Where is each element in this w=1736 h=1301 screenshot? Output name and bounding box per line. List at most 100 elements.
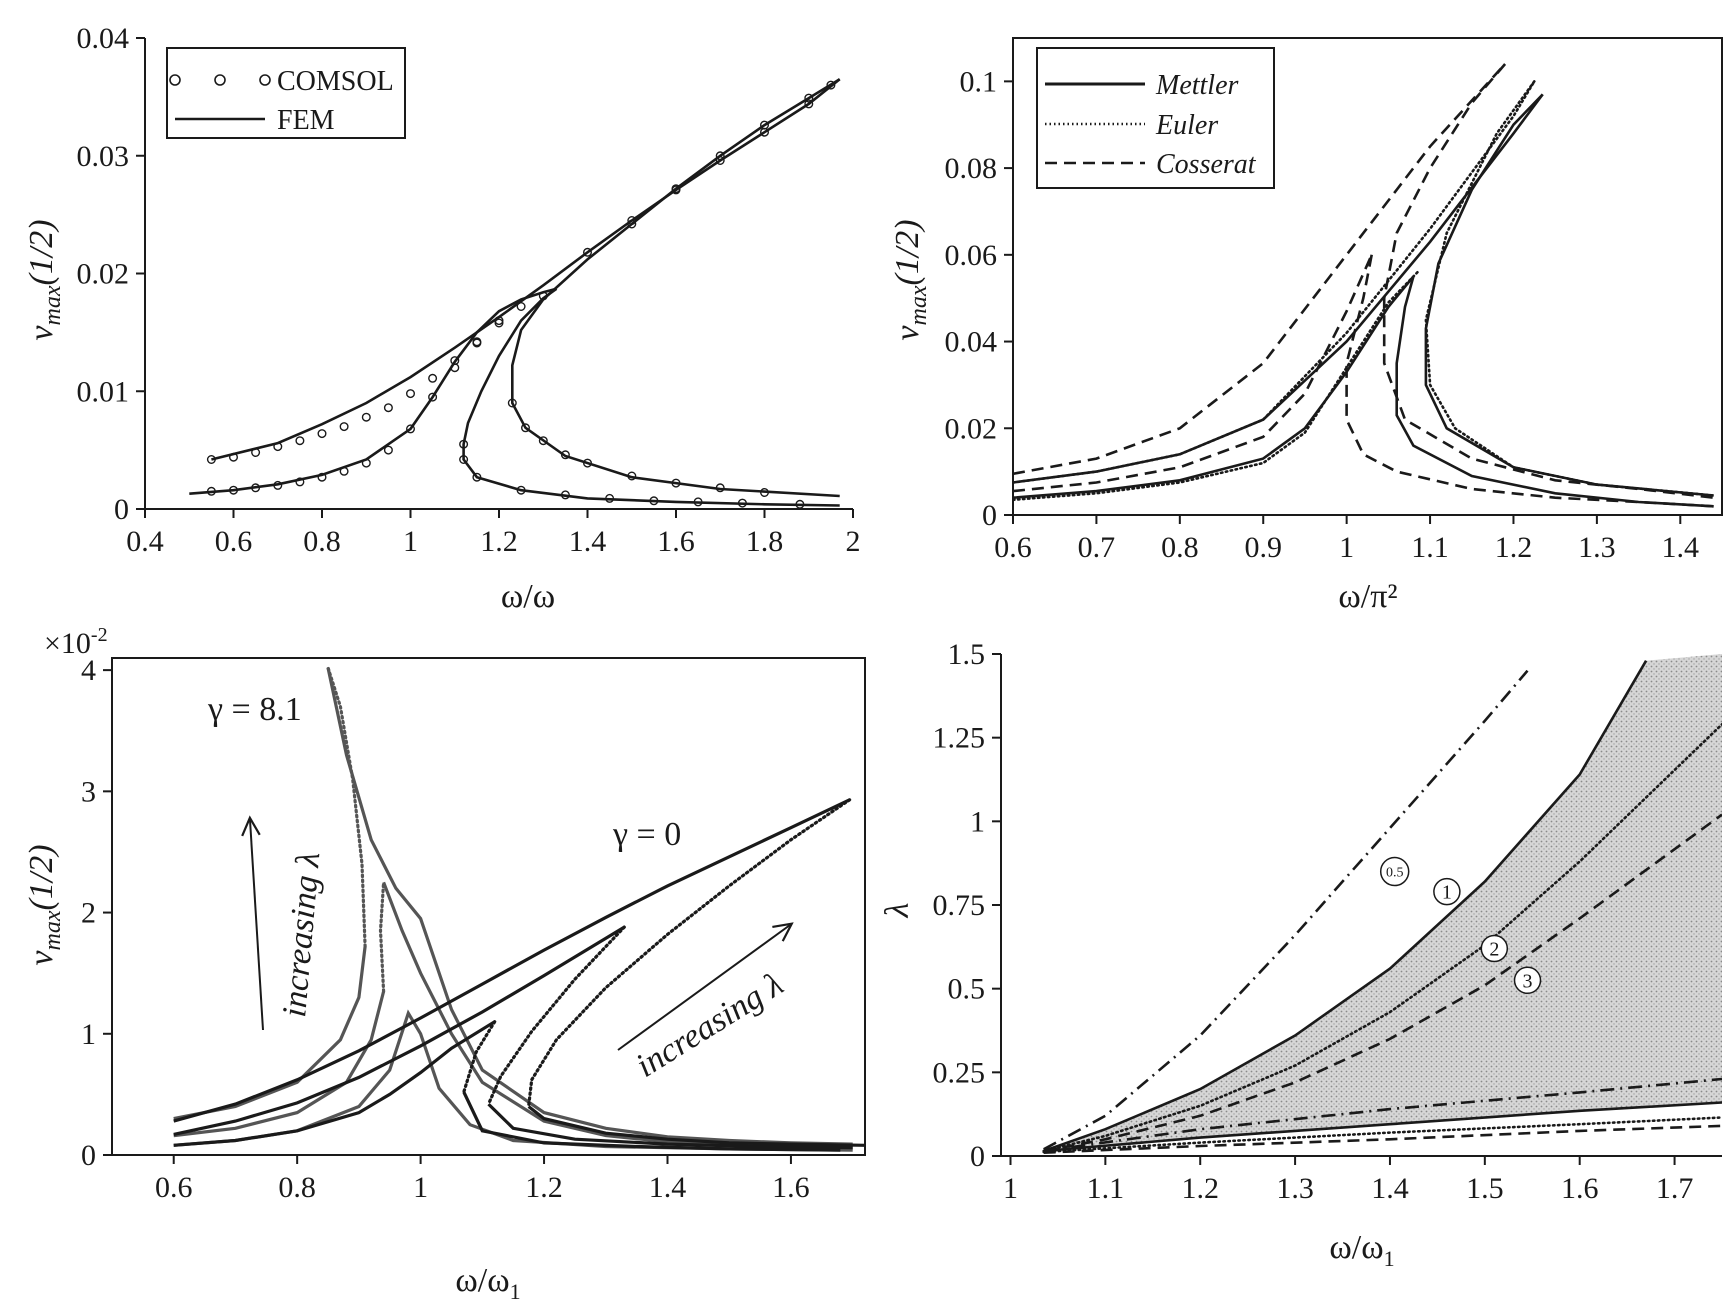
p2-series-8 xyxy=(1345,254,1714,508)
p1-comsol-marker-47 xyxy=(715,483,725,493)
p1-series-1 xyxy=(462,287,840,507)
p4-xlabel-main: ω/ω xyxy=(1329,1229,1383,1266)
p1-xtick-label-7: 1.8 xyxy=(746,525,784,558)
p3-series-10 xyxy=(173,925,626,1136)
p2-series-6 xyxy=(1424,80,1715,497)
p1-ytick-label-0: 0 xyxy=(114,493,129,526)
p1-comsol-marker-24 xyxy=(428,392,438,402)
p1-ylabel: vmax(1/2) xyxy=(23,219,66,340)
p1-comsol-marker-45 xyxy=(627,471,637,481)
p4-ytick-label-2: 0.5 xyxy=(948,973,986,1006)
p3-series-8 xyxy=(527,798,852,1109)
p3-ytick-label-2: 2 xyxy=(81,897,96,930)
p1-comsol-marker-16 xyxy=(251,483,261,493)
p1-comsol-marker-19 xyxy=(317,472,327,482)
p3-ytick-label-1: 1 xyxy=(81,1018,96,1051)
p2-ytick-label-4: 0.08 xyxy=(945,152,998,185)
p2-series-0 xyxy=(1013,275,1415,499)
p3-axes-frame xyxy=(111,657,866,1156)
p2-ytick-label-5: 0.1 xyxy=(960,65,998,98)
panel-bottom-right: ω/ω1 λ xyxy=(879,903,1395,1271)
p4-ytick-label-6: 1.5 xyxy=(948,638,986,671)
p3-ytick-label-4: 4 xyxy=(81,654,96,687)
p2-axes-frame xyxy=(1012,37,1723,516)
p1-comsol-marker-51 xyxy=(715,151,725,161)
p1-ytick-label-4: 0.04 xyxy=(77,22,130,55)
p1-comsol-marker-25 xyxy=(450,363,460,373)
p4-xtick-label-2: 1.2 xyxy=(1181,1172,1219,1205)
p3-arrow-right xyxy=(617,925,790,1051)
p1-comsol-marker-1 xyxy=(228,452,238,462)
p3-series-1 xyxy=(326,666,367,949)
p3-series-13 xyxy=(173,1020,496,1147)
p1-comsol-marker-15 xyxy=(228,485,238,495)
p4-xtick-label-0: 1 xyxy=(1003,1172,1018,1205)
p3-series-0 xyxy=(173,946,367,1121)
p3-xtick-label-3: 1.2 xyxy=(525,1171,563,1204)
p4-xtick-label-6: 1.6 xyxy=(1561,1172,1599,1205)
p3-series-14 xyxy=(462,1020,497,1094)
p4-series-1 xyxy=(1043,660,1648,1153)
p4-ytick-label-0: 0 xyxy=(970,1140,985,1173)
p1-xtick-label-5: 1.4 xyxy=(569,525,607,558)
p2-series-1 xyxy=(1395,276,1714,508)
p4-ytick-label-1: 0.25 xyxy=(933,1056,986,1089)
p2-legend-mettler-label: Mettler xyxy=(1155,70,1239,101)
p1-comsol-marker-42 xyxy=(538,436,548,446)
p3-xtick-label-1: 0.8 xyxy=(278,1171,316,1204)
p3-ylabel-main: v xyxy=(23,950,60,966)
p1-comsol-marker-26 xyxy=(472,337,482,347)
p4-curve-label-badge-2 xyxy=(1480,934,1509,963)
p2-xtick-label-3: 0.9 xyxy=(1244,531,1282,564)
p4-xlabel: ω/ω1 xyxy=(1329,1229,1394,1271)
p2-series-5 xyxy=(1013,80,1536,484)
p1-comsol-marker-28 xyxy=(516,302,526,312)
p4-series-6 xyxy=(1042,1116,1722,1154)
p1-comsol-marker-17 xyxy=(273,480,283,490)
p3-series-12 xyxy=(487,1102,853,1150)
p4-curve-label-1: 1 xyxy=(1442,882,1452,904)
p1-comsol-marker-34 xyxy=(560,490,570,500)
p1-ytick-label-2: 0.02 xyxy=(77,258,130,291)
p1-ytick-label-3: 0.03 xyxy=(77,140,130,173)
p1-comsol-marker-43 xyxy=(560,450,570,460)
p1-comsol-marker-48 xyxy=(760,488,770,498)
p4-ytick-label-5: 1.25 xyxy=(933,722,986,755)
p1-comsol-marker-0 xyxy=(206,455,216,465)
p1-legend-fem-label: FEM xyxy=(277,105,335,136)
p1-comsol-marker-57 xyxy=(671,185,681,195)
p2-series-7 xyxy=(1013,254,1373,493)
p1-comsol-marker-30 xyxy=(459,439,469,449)
p3-xlabel-sub: 1 xyxy=(510,1279,521,1301)
p4-series-2 xyxy=(1042,723,1722,1153)
p3-arrow-left xyxy=(250,820,264,1031)
p1-comsol-marker-23 xyxy=(406,424,416,434)
p1-plot: 0.4 0.6 0.8 1 1.2 1.4 1.6 1.8 2 0 0.01 0.02 0.03 0.04 xyxy=(77,22,861,558)
p4-curve-label-0: 0.5 xyxy=(1386,866,1404,881)
p1-legend-comsol-symbol xyxy=(169,74,271,86)
p3-xtick-label-5: 1.6 xyxy=(772,1171,810,1204)
p1-xtick-label-1: 0.6 xyxy=(215,525,253,558)
p1-comsol-marker-14 xyxy=(206,486,216,496)
p1-comsol-marker-36 xyxy=(649,496,659,506)
p1-comsol-marker-46 xyxy=(671,478,681,488)
p1-comsol-marker-58 xyxy=(715,155,725,165)
p3-xlabel: ω/ω1 xyxy=(455,1262,520,1301)
p2-xtick-label-1: 0.7 xyxy=(1078,531,1116,564)
p3-xlabel-main: ω/ω xyxy=(455,1262,509,1299)
p1-xtick-label-2: 0.8 xyxy=(303,525,341,558)
p1-comsol-marker-6 xyxy=(339,422,349,432)
p1-comsol-marker-53 xyxy=(804,93,814,103)
p4-series-4 xyxy=(1043,1077,1722,1153)
p3-annotation-increasing-lambda-left: increasing λ xyxy=(276,851,327,1019)
p3-series-4 xyxy=(378,880,386,993)
p1-comsol-marker-35 xyxy=(605,493,615,503)
p1-legend-comsol-label: COMSOL xyxy=(277,66,394,97)
p3-ylabel: vmax(1/2) xyxy=(23,844,66,965)
p3-annotation-gamma-0: γ = 0 xyxy=(612,816,681,853)
p2-xtick-label-0: 0.6 xyxy=(994,531,1032,564)
p1-comsol-marker-31 xyxy=(459,455,469,465)
p1-comsol-marker-32 xyxy=(472,472,482,482)
p2-legend-cosserat-label: Cosserat xyxy=(1156,149,1257,180)
p1-legend: COMSOL FEM xyxy=(166,47,406,139)
